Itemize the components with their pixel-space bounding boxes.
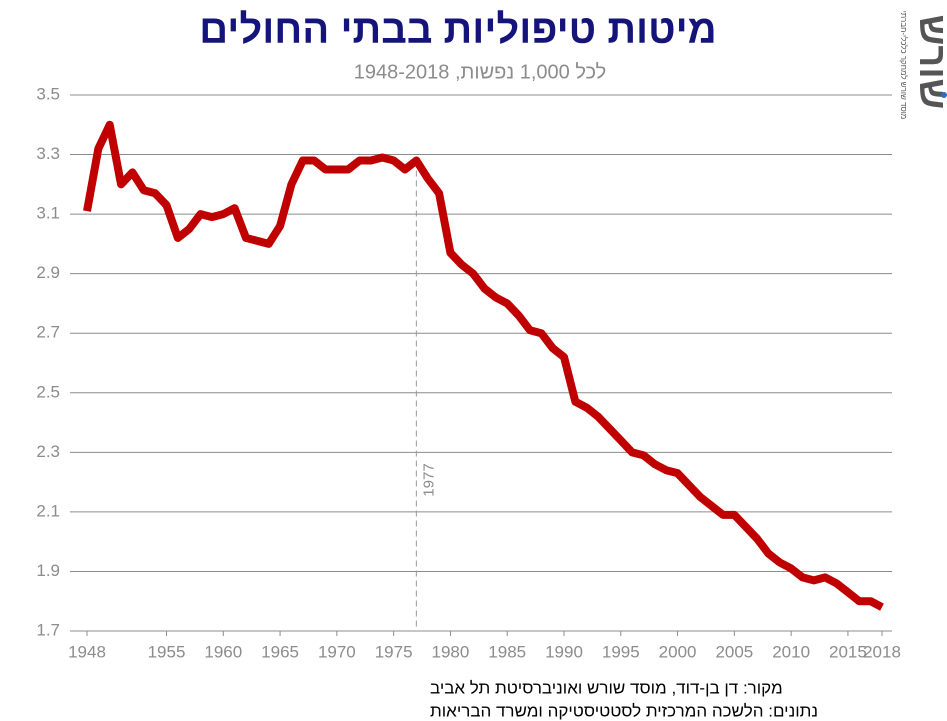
data-line bbox=[83, 120, 884, 611]
x-tick-label: 1948 bbox=[68, 642, 106, 661]
y-tick-label: 2.3 bbox=[36, 442, 60, 461]
x-tick-label: 2010 bbox=[772, 642, 810, 661]
chart-title: מיטות טיפוליות בבתי החולים bbox=[199, 8, 716, 52]
data-source: נתונים: הלשכה המרכזית לסטטיסטיקה ומשרד ה… bbox=[430, 701, 818, 720]
logo-caption: מוסד שורש למחקר כלכלי-חברתי bbox=[899, 11, 908, 120]
x-tick-label: 2005 bbox=[715, 642, 753, 661]
logo-dot bbox=[941, 92, 947, 98]
x-tick-label: 1980 bbox=[432, 642, 470, 661]
chart-subtitle: לכל 1,000 נפשות, 1948-2018 bbox=[354, 61, 606, 83]
y-tick-label: 3.1 bbox=[36, 204, 60, 223]
x-tick-label: 1955 bbox=[148, 642, 186, 661]
x-tick-label: 2015 bbox=[829, 642, 867, 661]
source: מקור: דן בן-דוד, מוסד שורש ואוניברסיטת ת… bbox=[430, 678, 783, 697]
annotation-label: 1977 bbox=[420, 463, 437, 496]
x-tick-label: 1965 bbox=[261, 642, 299, 661]
x-tick-label: 1970 bbox=[318, 642, 356, 661]
x-tick-label: 1975 bbox=[375, 642, 413, 661]
y-tick-label: 2.1 bbox=[36, 501, 60, 520]
y-tick-label: 3.5 bbox=[36, 84, 60, 103]
logo: שורש bbox=[911, 15, 947, 110]
y-tick-label: 2.7 bbox=[36, 323, 60, 342]
x-tick-label: 1995 bbox=[602, 642, 640, 661]
x-tick-label: 1985 bbox=[488, 642, 526, 661]
x-tick-label: 2000 bbox=[659, 642, 697, 661]
y-tick-label: 1.7 bbox=[36, 620, 60, 639]
y-tick-label: 2.9 bbox=[36, 263, 60, 282]
y-tick-label: 3.3 bbox=[36, 144, 60, 163]
x-tick-label: 1960 bbox=[204, 642, 242, 661]
y-tick-label: 2.5 bbox=[36, 382, 60, 401]
x-tick-label: 2018 bbox=[863, 642, 901, 661]
x-tick-label: 1990 bbox=[545, 642, 583, 661]
y-tick-label: 1.9 bbox=[36, 561, 60, 580]
